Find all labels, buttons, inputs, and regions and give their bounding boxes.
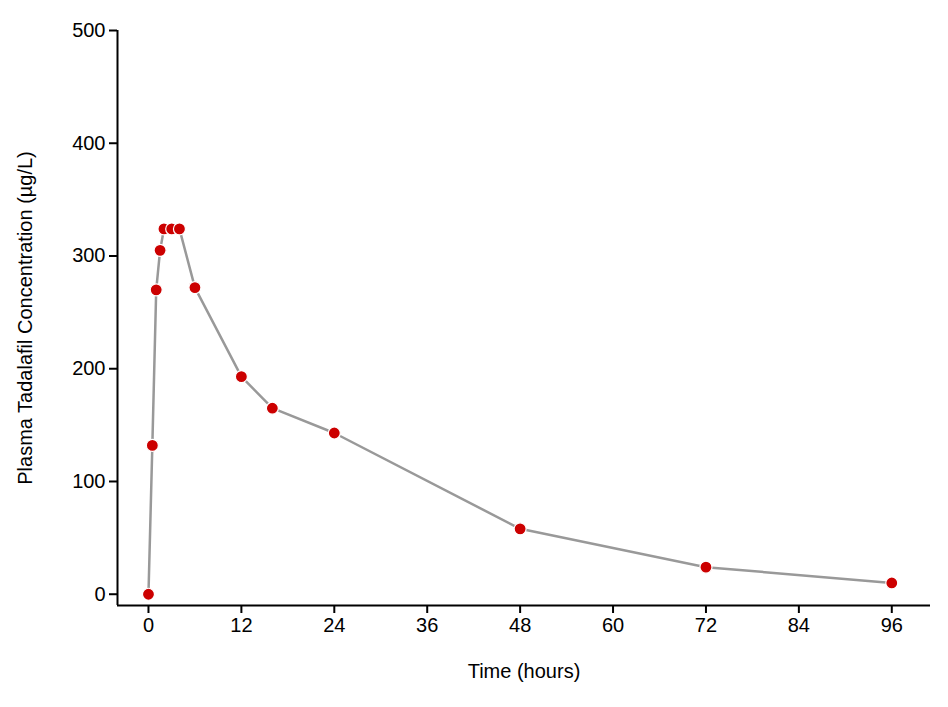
svg-text:200: 200 <box>72 357 105 379</box>
svg-text:48: 48 <box>509 614 531 636</box>
svg-text:Plasma Tadalafil Concentration: Plasma Tadalafil Concentration (µg/L) <box>14 151 36 485</box>
svg-text:500: 500 <box>72 19 105 41</box>
svg-text:36: 36 <box>416 614 438 636</box>
svg-text:0: 0 <box>143 614 154 636</box>
svg-text:300: 300 <box>72 244 105 266</box>
svg-text:12: 12 <box>230 614 252 636</box>
svg-text:96: 96 <box>881 614 903 636</box>
svg-text:72: 72 <box>695 614 717 636</box>
svg-text:24: 24 <box>323 614 345 636</box>
svg-text:100: 100 <box>72 470 105 492</box>
svg-text:84: 84 <box>788 614 810 636</box>
svg-text:400: 400 <box>72 132 105 154</box>
svg-text:Time (hours): Time (hours) <box>468 660 581 682</box>
svg-text:0: 0 <box>94 583 105 605</box>
svg-text:60: 60 <box>602 614 624 636</box>
